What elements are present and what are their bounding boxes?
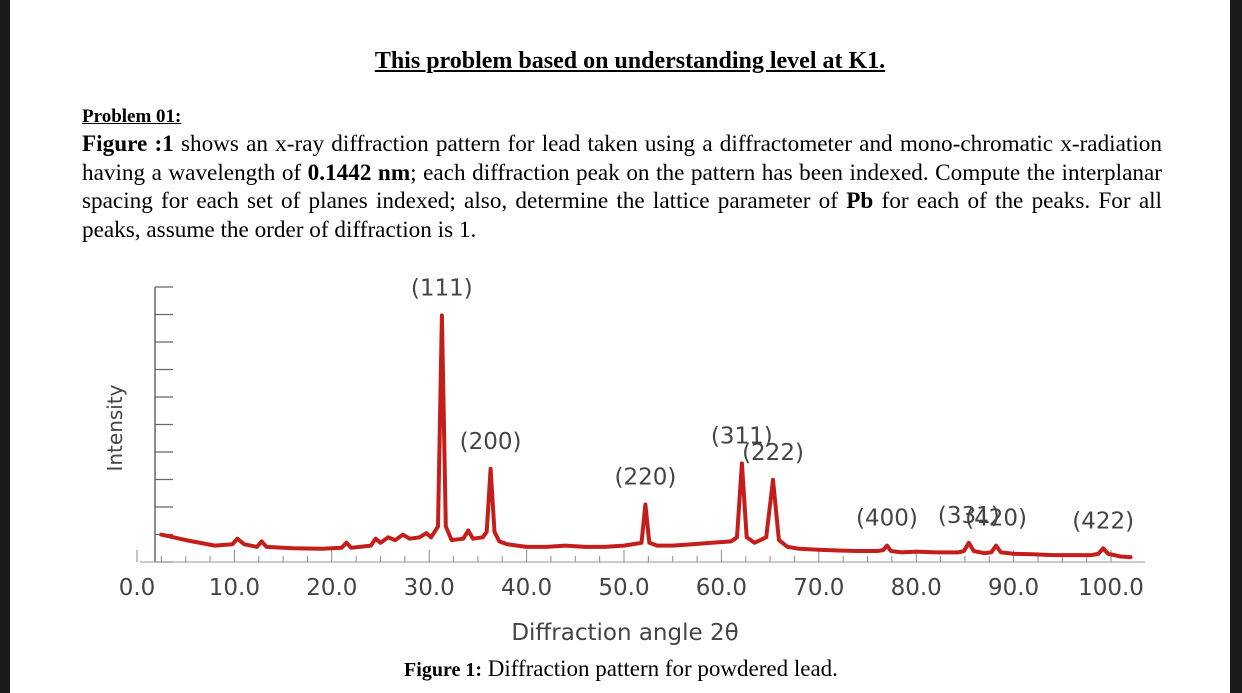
marks-layer (159, 313, 1133, 560)
x-tick-label: 90.0 (988, 575, 1039, 601)
paragraph-text-2: ; each diffraction peak on the pattern h… (82, 159, 1162, 215)
problem-label: Problem 01: (82, 106, 182, 127)
x-tick-label: 60.0 (696, 575, 747, 601)
caption-label: Figure 1: (404, 659, 482, 681)
peak-label: (420) (965, 506, 1027, 532)
x-tick-label: 30.0 (404, 575, 455, 601)
x-tick-label: 100.0 (1078, 575, 1144, 601)
figure-caption: Figure 1: Diffraction pattern for powder… (10, 656, 1230, 682)
axes-layer (136, 286, 1145, 563)
x-tick-label: 10.0 (209, 575, 260, 601)
peak-label: (311) (711, 423, 773, 449)
diffraction-chart: 0.0 10.0 20.0 30.0 40.0 50.0 60.0 70.0 80.0 90.0 1… (10, 270, 1230, 650)
chart-svg: 0.0 10.0 20.0 30.0 40.0 50.0 60.0 70.0 80.0 90.0 1… (103, 275, 1145, 646)
figure-reference: Figure :1 (82, 131, 174, 157)
caption-text: Diffraction pattern for powdered lead. (482, 656, 838, 681)
x-tick-label: 70.0 (793, 575, 844, 601)
x-tick-label: 50.0 (598, 575, 649, 601)
peak-label: (222) (742, 440, 804, 466)
problem-paragraph: Figure :1 shows an x-ray diffraction pat… (82, 130, 1162, 244)
peak-label: (400) (856, 506, 918, 532)
peak-label: (111) (411, 275, 473, 301)
peak-label: (200) (460, 429, 522, 455)
x-tick-label: 80.0 (891, 575, 942, 601)
element-symbol: Pb (846, 188, 874, 214)
x-tick-label: 20.0 (306, 575, 357, 601)
paragraph-text-3: for each of the peaks. For all peaks, as… (82, 188, 1162, 243)
text-layer: 0.0 10.0 20.0 30.0 40.0 50.0 60.0 70.0 80.0 90.0 1… (103, 275, 1144, 646)
x-tick-label: 0.0 (119, 575, 156, 601)
paragraph-text-1: shows an x-ray diffraction pattern for l… (82, 131, 1162, 186)
x-tick-label: 40.0 (501, 575, 552, 601)
x-axis-label: Diffraction angle 2θ (511, 620, 738, 646)
peak-label: (220) (614, 464, 676, 490)
page-heading: This problem based on understanding leve… (374, 48, 886, 74)
diffraction-pattern-line (159, 313, 1133, 560)
y-axis-label: Intensity (103, 384, 127, 471)
document-page: This problem based on understanding leve… (10, 0, 1230, 693)
peak-label: (331) (938, 503, 1000, 529)
wavelength-value: 0.1442 nm (307, 159, 411, 186)
peak-label: (422) (1072, 508, 1134, 534)
